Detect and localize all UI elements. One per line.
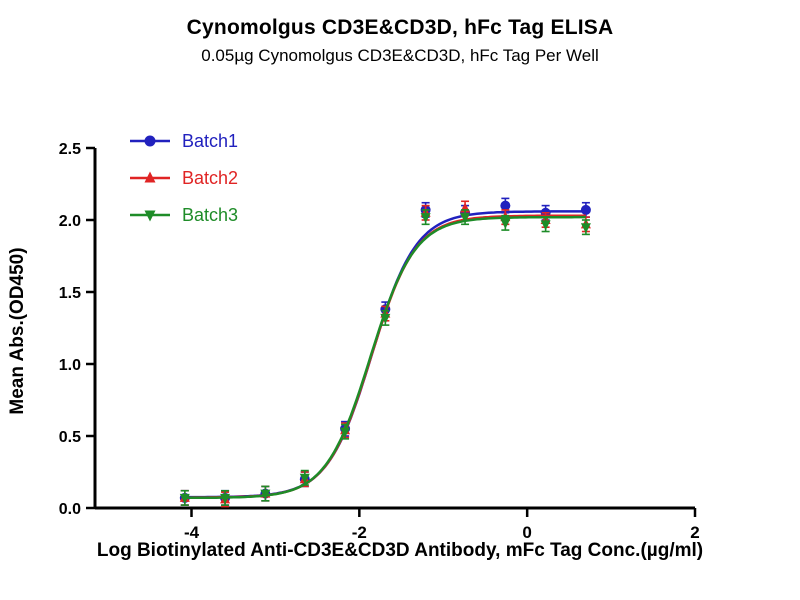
y-tick-label: 2.0 [59, 213, 81, 230]
series-batch1 [179, 197, 591, 506]
legend: Batch1 Batch2 Batch3 [130, 131, 238, 225]
legend-label-batch3: Batch3 [182, 205, 238, 225]
y-tick-label: 0.0 [59, 501, 81, 518]
series-batch2 [179, 200, 591, 508]
y-axis-label: Mean Abs.(OD450) [7, 247, 28, 415]
x-tick-label: 2 [690, 523, 699, 542]
chart-title: Cynomolgus CD3E&CD3D, hFc Tag ELISA [186, 16, 614, 39]
axes: -4 -2 0 2 0.0 0.5 1.0 1.5 2.0 2.5 [59, 141, 700, 542]
x-tick-label: 0 [522, 523, 531, 542]
legend-label-batch2: Batch2 [182, 168, 238, 188]
y-tick-label: 0.5 [59, 429, 81, 446]
series-batch3 [179, 209, 591, 506]
x-axis-label: Log Biotinylated Anti-CD3E&CD3D Antibody… [96, 540, 704, 561]
y-tick-label: 2.5 [59, 141, 81, 158]
x-tick-label: -4 [184, 523, 200, 542]
legend-label-batch1: Batch1 [182, 131, 238, 151]
y-tick-label: 1.0 [59, 357, 81, 374]
x-tick-label: -2 [352, 523, 367, 542]
y-tick-label: 1.5 [59, 285, 81, 302]
chart-subtitle: 0.05µg Cynomolgus CD3E&CD3D, hFc Tag Per… [201, 46, 599, 65]
